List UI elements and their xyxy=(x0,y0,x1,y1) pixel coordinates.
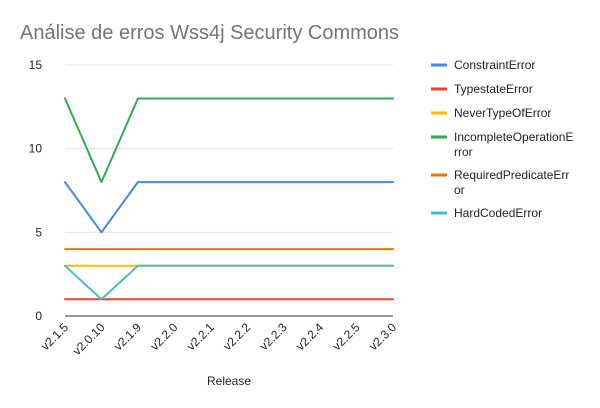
y-tick-label: 15 xyxy=(29,58,43,72)
y-tick-label: 0 xyxy=(35,309,42,323)
series-lines xyxy=(64,97,394,301)
x-tick-label: v2.2.4 xyxy=(293,320,326,353)
x-tick-label: v2.2.0 xyxy=(147,320,180,353)
y-axis-ticks: 0 5 10 15 xyxy=(29,58,43,323)
legend: ConstraintError TypestateError NeverTypeOf… xyxy=(431,58,573,220)
y-tick-label: 5 xyxy=(35,225,42,239)
legend-label: IncompleteOperationE xyxy=(454,130,573,144)
legend-item: TypestateError xyxy=(431,82,533,96)
legend-label: RequiredPredicateErr xyxy=(454,168,569,182)
x-tick-label: v2.2.1 xyxy=(184,320,217,353)
x-tick-label: v2.2.5 xyxy=(330,320,363,353)
series-line xyxy=(64,97,394,184)
x-tick-label: v2.3.0 xyxy=(366,320,399,353)
x-axis-title: Release xyxy=(207,374,251,388)
legend-label: ConstraintError xyxy=(454,58,535,72)
legend-item: HardCodedError xyxy=(431,206,542,220)
legend-label: NeverTypeOfError xyxy=(454,106,551,120)
x-tick-label: v2.2.2 xyxy=(220,320,253,353)
x-tick-label: v2.0.10 xyxy=(70,320,108,358)
x-tick-label: v2.2.3 xyxy=(257,320,290,353)
legend-label: HardCodedError xyxy=(454,206,542,220)
x-axis-ticks: v2.1.5v2.0.10 v2.1.9 v2.2.0 v2.2.1 v2.2.2 v2.… xyxy=(38,320,399,358)
series-line xyxy=(64,264,394,301)
x-tick-label: v2.1.9 xyxy=(111,320,144,353)
legend-item: ConstraintError xyxy=(431,58,535,72)
legend-label: rror xyxy=(454,145,473,159)
series-line xyxy=(64,181,394,234)
gridlines xyxy=(65,64,393,317)
x-tick-label: v2.1.5 xyxy=(38,320,71,353)
y-tick-label: 10 xyxy=(29,142,43,156)
legend-item: NeverTypeOfError xyxy=(431,106,551,120)
legend-label: TypestateError xyxy=(454,82,533,96)
legend-label: or xyxy=(454,183,465,197)
chart-title: Análise de erros Wss4j Security Commons xyxy=(20,22,399,44)
